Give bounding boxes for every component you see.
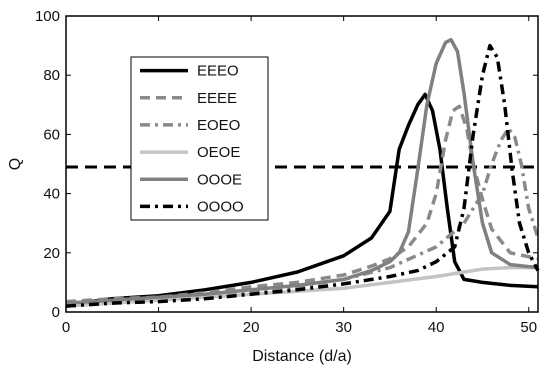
y-axis-label: Q: [7, 158, 24, 170]
legend-box: [130, 56, 269, 221]
legend-label-oeoe: OEOE: [197, 144, 240, 161]
y-tick-label: 0: [52, 304, 60, 321]
series-line-oooo: [65, 43, 540, 308]
y-tick-label: 80: [43, 67, 60, 84]
y-tick-label: 40: [43, 186, 60, 203]
x-tick-label: 10: [150, 319, 167, 336]
plot-area-frame: [65, 15, 539, 313]
y-tick-label: 60: [43, 126, 60, 143]
x-tick-label: 20: [243, 319, 260, 336]
x-tick-label: 0: [62, 319, 70, 336]
legend-label-oooe: OOOE: [197, 171, 242, 188]
y-tick-label: 100: [35, 8, 60, 25]
x-tick-label: 40: [428, 319, 445, 336]
x-tick-label: 50: [520, 319, 537, 336]
x-tick-label: 30: [335, 319, 352, 336]
legend-label-eoeo: EOEO: [197, 117, 240, 134]
x-axis-label: Distance (d/a): [252, 348, 352, 365]
legend-label-eeee: EEEE: [197, 90, 237, 107]
series-line-oooe: [65, 37, 539, 305]
y-tick-label: 20: [43, 245, 60, 262]
legend-label-oooo: OOOO: [197, 198, 244, 215]
legend-label-eeeo: EEEO: [197, 63, 239, 80]
